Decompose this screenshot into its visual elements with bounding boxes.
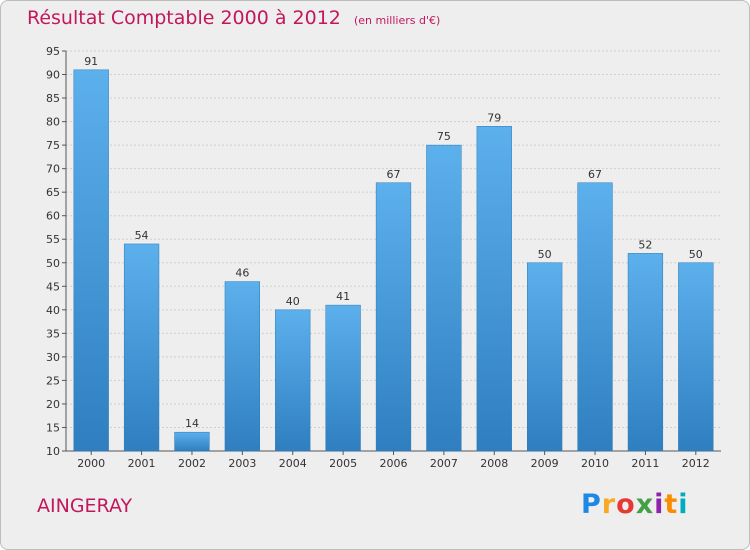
bar	[325, 304, 361, 452]
bar	[224, 281, 260, 452]
data-label: 14	[185, 417, 199, 430]
y-tick-label: 15	[46, 421, 60, 434]
x-tick-label: 2005	[329, 457, 357, 470]
y-tick-label: 55	[46, 233, 60, 246]
logo-letter: r	[601, 489, 617, 520]
x-tick-label: 2011	[631, 457, 659, 470]
x-tick-label: 2007	[430, 457, 458, 470]
x-tick-label: 2001	[128, 457, 156, 470]
logo-letter: t	[664, 489, 679, 520]
proxiti-logo: Proxiti	[581, 489, 689, 520]
bar	[375, 182, 412, 452]
bar	[275, 309, 311, 452]
x-tick-label: 2012	[682, 457, 710, 470]
y-tick-label: 25	[46, 374, 60, 387]
bar	[678, 262, 714, 452]
x-tick-label: 2006	[380, 457, 408, 470]
bar	[577, 182, 613, 452]
data-label: 91	[84, 55, 98, 68]
data-label: 54	[135, 229, 149, 242]
bar	[627, 253, 664, 452]
data-label: 40	[286, 295, 300, 308]
bar	[174, 431, 210, 452]
logo-letter: P	[581, 489, 602, 520]
data-label: 46	[235, 267, 249, 280]
x-tick-label: 2004	[279, 457, 307, 470]
chart-header: Résultat Comptable 2000 à 2012 (en milli…	[27, 7, 440, 29]
bar	[476, 126, 512, 452]
data-label: 67	[387, 168, 401, 181]
bar	[426, 144, 462, 452]
data-label: 52	[638, 238, 652, 251]
y-tick-label: 35	[46, 327, 60, 340]
x-tick-label: 2010	[581, 457, 609, 470]
data-label: 67	[588, 168, 602, 181]
y-tick-label: 40	[46, 304, 60, 317]
x-tick-label: 2000	[77, 457, 105, 470]
x-tick-label: 2002	[178, 457, 206, 470]
logo-letter: i	[678, 489, 689, 520]
y-tick-label: 45	[46, 280, 60, 293]
x-tick-label: 2009	[531, 457, 559, 470]
data-label: 75	[437, 130, 451, 143]
commune-name: AINGERAY	[37, 495, 133, 517]
bar	[123, 243, 160, 452]
logo-letter: x	[635, 489, 655, 520]
y-tick-label: 30	[46, 351, 60, 364]
y-tick-label: 95	[46, 45, 60, 58]
x-tick-label: 2003	[228, 457, 256, 470]
logo-letter: i	[654, 489, 665, 520]
data-label: 41	[336, 290, 350, 303]
data-label: 79	[487, 111, 501, 124]
y-tick-label: 60	[46, 210, 60, 223]
y-tick-label: 65	[46, 186, 60, 199]
y-tick-label: 75	[46, 139, 60, 152]
y-tick-label: 20	[46, 398, 60, 411]
y-tick-label: 80	[46, 116, 60, 129]
bar	[527, 262, 563, 452]
x-tick-label: 2008	[480, 457, 508, 470]
y-tick-label: 50	[46, 257, 60, 270]
chart-title: Résultat Comptable 2000 à 2012	[27, 7, 341, 29]
y-tick-label: 70	[46, 163, 60, 176]
y-tick-label: 10	[46, 445, 60, 458]
y-tick-label: 90	[46, 69, 60, 82]
logo-letter: o	[616, 489, 636, 520]
data-label: 50	[689, 248, 703, 261]
bar	[73, 69, 109, 452]
y-tick-label: 85	[46, 92, 60, 105]
data-label: 50	[538, 248, 552, 261]
chart-subtitle: (en milliers d'€)	[353, 14, 441, 27]
